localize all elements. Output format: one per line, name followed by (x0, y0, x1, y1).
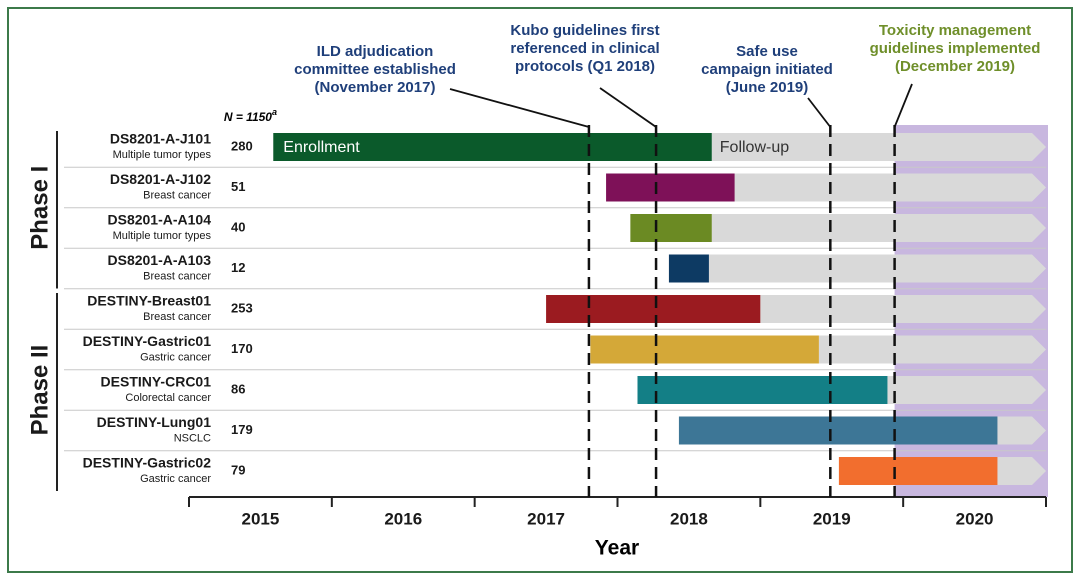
row-n: 79 (231, 462, 245, 477)
annotation-text: guidelines implemented (870, 40, 1041, 57)
x-tick-label: 2020 (956, 509, 994, 528)
enrollment-bar (590, 335, 819, 364)
follow-up-bar (818, 335, 1046, 364)
row-subtitle: Breast cancer (143, 270, 211, 282)
enrollment-bar (630, 214, 712, 242)
row-n: 40 (231, 219, 245, 234)
follow-up-bar (711, 214, 1046, 242)
follow-up-bar (997, 457, 1046, 485)
follow-up-bar (997, 416, 1046, 445)
n-header-note: a (272, 107, 277, 117)
row-n: 280 (231, 138, 253, 153)
row-n: 86 (231, 381, 245, 396)
row-name: DS8201-A-A104 (108, 212, 212, 228)
enrollment-bar (668, 254, 709, 283)
x-tick-label: 2019 (813, 509, 851, 528)
row-subtitle: Breast cancer (143, 189, 211, 201)
annotation-text: Safe use (736, 43, 798, 60)
annotation-text: ILD adjudication (317, 43, 434, 60)
row-name: DESTINY-Lung01 (97, 414, 212, 430)
annotation-leader (599, 87, 657, 128)
x-tick-label: 2015 (242, 509, 280, 528)
enrollment-bar (678, 416, 998, 445)
enrollment-bar (606, 173, 735, 202)
annotation-text: Kubo guidelines first (510, 22, 659, 39)
follow-up-bar (760, 295, 1046, 323)
row-subtitle: NSCLC (174, 432, 211, 444)
row-name: DS8201-A-A103 (108, 252, 212, 268)
row-name: DS8201-A-J102 (110, 171, 211, 187)
follow-up-label: Follow-up (720, 139, 789, 156)
row-n: 170 (231, 341, 253, 356)
x-axis-title: Year (595, 537, 639, 560)
annotation-leader (807, 97, 832, 128)
annotation-text: (June 2019) (726, 79, 809, 96)
row-name: DS8201-A-J101 (110, 131, 211, 147)
annotation-text: protocols (Q1 2018) (515, 58, 655, 75)
annotation-text: (December 2019) (895, 58, 1015, 75)
n-header: N = 1150a (224, 107, 277, 124)
row-name: DESTINY-Gastric02 (83, 455, 212, 471)
row-n: 12 (231, 260, 245, 275)
enrollment-bar (637, 376, 888, 404)
row-subtitle: Multiple tumor types (113, 230, 212, 242)
group-label: Phase I (26, 166, 53, 250)
row-n: 253 (231, 300, 253, 315)
follow-up-bar (708, 254, 1046, 283)
x-tick-label: 2018 (670, 509, 708, 528)
annotation-leader (893, 83, 913, 128)
row-subtitle: Gastric cancer (140, 351, 211, 363)
annotation-leader (449, 88, 590, 128)
row-subtitle: Breast cancer (143, 311, 211, 323)
annotation-text: campaign initiated (701, 61, 833, 78)
follow-up-bar (734, 173, 1046, 202)
follow-up-bar (887, 376, 1046, 404)
enrollment-bar (273, 133, 712, 161)
annotation-text: Toxicity management (879, 22, 1031, 39)
enrollment-label: Enrollment (283, 139, 360, 156)
enrollment-bar (838, 457, 998, 485)
annotation-text: (November 2017) (315, 79, 436, 96)
x-tick-label: 2017 (527, 509, 565, 528)
row-name: DESTINY-Breast01 (87, 293, 211, 309)
row-name: DESTINY-CRC01 (101, 374, 212, 390)
enrollment-bar (546, 295, 761, 323)
row-subtitle: Gastric cancer (140, 473, 211, 485)
row-n: 51 (231, 179, 245, 194)
row-n: 179 (231, 422, 253, 437)
x-tick-label: 2016 (384, 509, 422, 528)
row-subtitle: Colorectal cancer (125, 392, 211, 404)
n-header-label: N = 1150 (224, 110, 272, 124)
row-subtitle: Multiple tumor types (113, 149, 212, 161)
follow-up-bar (711, 133, 1046, 161)
row-name: DESTINY-Gastric01 (83, 333, 212, 349)
annotation-text: committee established (294, 61, 456, 78)
group-label: Phase II (26, 345, 53, 436)
annotation-text: referenced in clinical (510, 40, 659, 57)
